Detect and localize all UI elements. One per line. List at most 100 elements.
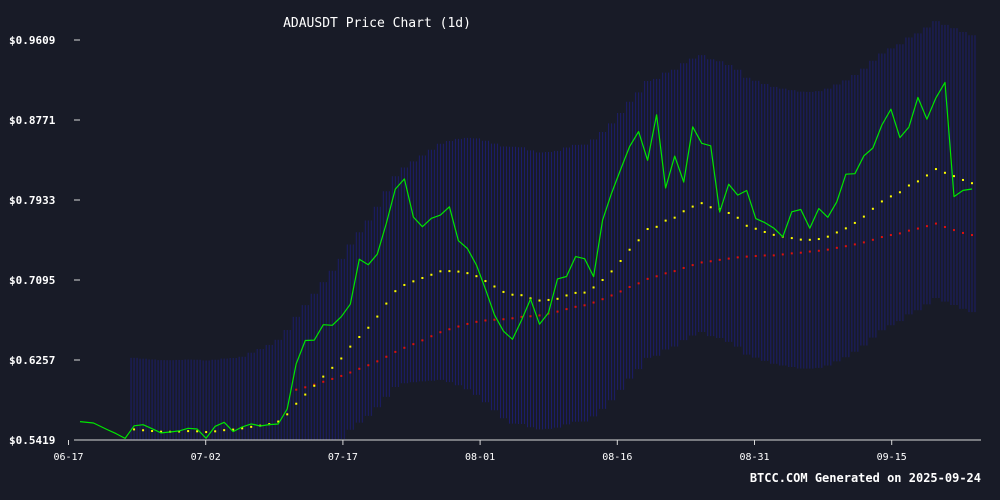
ma-short-point bbox=[574, 291, 577, 294]
ma-long-point bbox=[646, 277, 649, 280]
ma-long-point bbox=[421, 339, 424, 342]
ma-short-point bbox=[205, 431, 208, 434]
ma-short-point bbox=[313, 384, 316, 387]
ma-short-point bbox=[475, 275, 478, 278]
ma-long-point bbox=[367, 364, 370, 367]
ma-long-point bbox=[664, 272, 667, 275]
ma-short-point bbox=[412, 280, 415, 283]
y-tick-label: $0.7095 bbox=[9, 274, 55, 287]
chart-title: ADAUSDT Price Chart (1d) bbox=[283, 16, 471, 31]
ma-short-point bbox=[871, 207, 874, 210]
ma-long-point bbox=[628, 285, 631, 288]
ma-long-point bbox=[961, 231, 964, 234]
ma-long-point bbox=[673, 270, 676, 273]
ma-long-point bbox=[880, 236, 883, 239]
ma-short-point bbox=[376, 315, 379, 318]
axes: $0.9609 $0.8771 $0.7933 $0.7095 $0.6257 $0.54… bbox=[9, 34, 981, 463]
ma-long-point bbox=[835, 246, 838, 249]
ma-short-point bbox=[646, 228, 649, 231]
y-tick-label: $0.9609 bbox=[9, 34, 55, 47]
ma-long-point bbox=[322, 380, 325, 383]
ma-long-point bbox=[916, 227, 919, 230]
ma-long-point bbox=[313, 383, 316, 386]
ma-short-point bbox=[853, 221, 856, 224]
ma-long-point bbox=[439, 331, 442, 334]
ma-long-point bbox=[331, 377, 334, 380]
ma-short-point bbox=[529, 297, 532, 300]
ma-short-point bbox=[682, 210, 685, 213]
ma-long-point bbox=[493, 318, 496, 321]
ma-short-point bbox=[178, 430, 181, 433]
ma-short-point bbox=[862, 215, 865, 218]
ma-short-point bbox=[673, 216, 676, 219]
ma-short-point bbox=[250, 425, 253, 428]
ma-short-point bbox=[286, 413, 289, 416]
x-tick-label: 07-17 bbox=[328, 452, 358, 463]
ma-short-point bbox=[340, 357, 343, 360]
ma-long-point bbox=[403, 346, 406, 349]
ma-long-point bbox=[430, 335, 433, 338]
ma-long-point bbox=[466, 322, 469, 325]
x-tick-label: 08-16 bbox=[602, 452, 632, 463]
ma-short-point bbox=[277, 420, 280, 423]
ma-long-point bbox=[799, 251, 802, 254]
ma-short-point bbox=[466, 272, 469, 275]
ma-short-point bbox=[817, 238, 820, 241]
ma-long-point bbox=[565, 308, 568, 311]
ma-long-point bbox=[457, 325, 460, 328]
x-tick-label: 07-02 bbox=[191, 452, 221, 463]
ma-short-point bbox=[772, 233, 775, 236]
ma-short-point bbox=[610, 270, 613, 273]
ma-long-point bbox=[601, 298, 604, 301]
ma-long-point bbox=[538, 314, 541, 317]
ma-long-point bbox=[745, 255, 748, 258]
ma-short-point bbox=[628, 248, 631, 251]
ma-short-point bbox=[241, 427, 244, 430]
ma-short-point bbox=[160, 430, 163, 433]
ma-long-point bbox=[376, 360, 379, 363]
ma-long-point bbox=[295, 388, 298, 391]
band-layer bbox=[130, 21, 976, 440]
ma-short-point bbox=[592, 286, 595, 289]
ma-short-point bbox=[304, 393, 307, 396]
y-tick-label: $0.5419 bbox=[9, 434, 55, 447]
ma-short-point bbox=[637, 239, 640, 242]
ma-short-point bbox=[547, 298, 550, 301]
ma-short-point bbox=[232, 428, 235, 431]
ma-long-point bbox=[700, 261, 703, 264]
ma-short-point bbox=[295, 402, 298, 405]
ma-short-point bbox=[349, 345, 352, 348]
ma-long-point bbox=[943, 226, 946, 229]
ma-long-point bbox=[781, 253, 784, 256]
ma-long-point bbox=[898, 232, 901, 235]
ma-short-point bbox=[322, 375, 325, 378]
ma-short-point bbox=[214, 430, 217, 433]
ma-short-point bbox=[448, 270, 451, 273]
ma-short-point bbox=[565, 294, 568, 297]
ma-long-point bbox=[610, 294, 613, 297]
y-tick-label: $0.8771 bbox=[9, 114, 56, 127]
ma-long-point bbox=[475, 320, 478, 323]
ma-short-point bbox=[790, 237, 793, 240]
ma-long-point bbox=[502, 318, 505, 321]
ma-short-point bbox=[961, 178, 964, 181]
ma-short-point bbox=[601, 279, 604, 281]
ma-long-point bbox=[637, 282, 640, 285]
ma-long-point bbox=[349, 371, 352, 374]
ma-short-point bbox=[520, 294, 523, 297]
ma-short-point bbox=[502, 290, 505, 293]
ma-long-point bbox=[736, 256, 739, 259]
ma-short-point bbox=[916, 180, 919, 183]
ma-short-point bbox=[556, 297, 559, 300]
ma-short-point bbox=[331, 366, 334, 369]
ma-short-point bbox=[691, 205, 694, 208]
ma-short-point bbox=[196, 430, 199, 433]
ma-long-point bbox=[340, 374, 343, 377]
x-tick-label: 08-01 bbox=[465, 452, 495, 463]
ma-short-point bbox=[808, 238, 811, 241]
ma-short-point bbox=[385, 302, 388, 305]
ma-long-point bbox=[844, 245, 847, 248]
ma-long-point bbox=[655, 275, 658, 278]
